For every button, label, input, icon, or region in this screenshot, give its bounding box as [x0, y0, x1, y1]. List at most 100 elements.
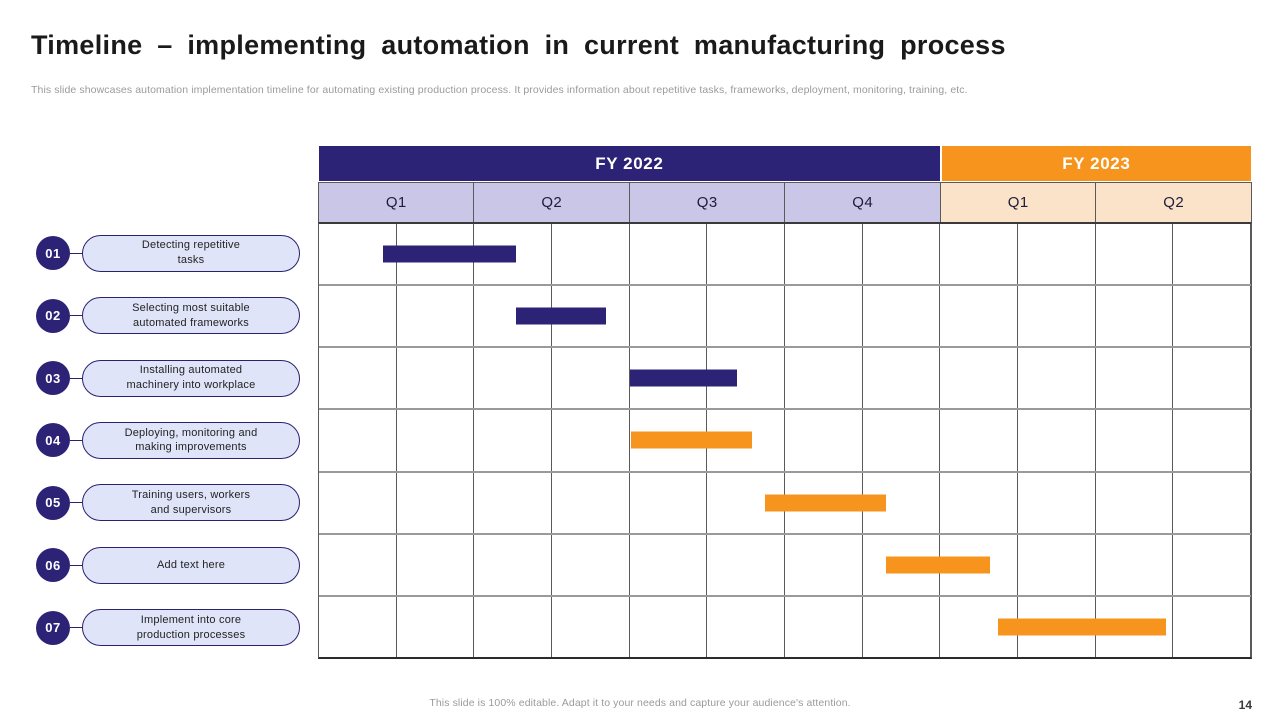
task-label-pill: Installing automated machinery into workp… — [82, 359, 300, 397]
gantt-cell — [863, 410, 941, 471]
gantt-bar-03 — [629, 369, 737, 387]
gantt-cell — [552, 472, 630, 533]
task-item-06: 06 Add text here — [36, 534, 308, 596]
fy-header-fy-2022: FY 2022 — [318, 145, 941, 182]
task-label-line: automated frameworks — [133, 316, 249, 329]
task-number-badge: 06 — [36, 548, 70, 583]
gantt-cell — [785, 286, 863, 347]
gantt-cell — [785, 410, 863, 471]
gantt-cell — [863, 348, 941, 409]
gantt-cell — [707, 410, 786, 471]
gantt-bar-04 — [631, 431, 753, 449]
quarter-header-2022-q4: Q4 — [785, 182, 941, 222]
task-label-line: Selecting most suitable — [132, 301, 250, 314]
gantt-cell — [785, 596, 863, 657]
gantt-cell — [474, 596, 553, 657]
gantt-cell — [319, 472, 397, 533]
gantt-cell — [552, 224, 630, 285]
task-label-line: production processes — [136, 628, 246, 641]
task-number-badge: 03 — [36, 361, 70, 396]
gantt-cell — [1096, 410, 1174, 471]
gantt-cell — [785, 224, 863, 285]
task-number-badge: 07 — [36, 610, 70, 645]
task-connector-line — [70, 439, 82, 441]
task-label-line: Deploying, monitoring and — [124, 426, 258, 439]
gantt-cell — [552, 410, 630, 471]
gantt-cell — [474, 472, 553, 533]
task-item-02: 02 Selecting most suitable automated frame… — [36, 284, 308, 346]
task-number-badge: 02 — [36, 298, 70, 333]
task-connector-line — [70, 627, 82, 629]
task-number-badge: 05 — [36, 485, 70, 520]
gantt-row-06 — [319, 534, 1252, 597]
gantt-cell — [630, 534, 708, 595]
task-item-03: 03 Installing automated machinery into wor… — [36, 347, 308, 409]
gantt-cell — [552, 596, 630, 657]
gantt-cell — [630, 596, 708, 657]
gantt-cell — [940, 410, 1019, 471]
gantt-cell — [630, 224, 708, 285]
gantt-cell — [552, 286, 630, 347]
quarter-header-row: Q1 Q2 Q3 Q4 Q1 Q2 — [318, 182, 1252, 222]
quarter-header-2023-q1: Q1 — [940, 182, 1097, 222]
task-list: 01 Detecting repetitive tasks 02 Selecting m… — [36, 222, 308, 659]
gantt-cell — [1096, 534, 1174, 595]
gantt-cell — [707, 224, 786, 285]
task-label-line: Add text here — [156, 558, 226, 571]
footer-note: This slide is 100% editable. Adapt it to… — [429, 697, 851, 709]
gantt-row-01 — [319, 224, 1252, 287]
gantt-bar-05 — [764, 494, 886, 512]
task-label-line: tasks — [177, 254, 205, 267]
task-connector-line — [70, 564, 82, 566]
gantt-bar-07 — [997, 618, 1166, 636]
gantt-cell — [1018, 224, 1096, 285]
task-label-pill: Implement into core production processes — [82, 609, 300, 647]
gantt-cell — [397, 534, 475, 595]
gantt-cell — [1018, 410, 1096, 471]
task-connector-line — [70, 377, 82, 379]
gantt-cell — [397, 348, 475, 409]
gantt-chart: FY 2022 FY 2023 Q1 Q2 Q3 Q4 Q1 Q2 — [318, 145, 1252, 659]
gantt-cell — [319, 534, 397, 595]
gantt-cell — [319, 286, 397, 347]
task-label-line: Training users, workers — [131, 489, 251, 502]
gantt-bar-02 — [516, 307, 607, 325]
slide-title: Timeline – implementing automation in cu… — [31, 30, 1006, 60]
gantt-cell — [940, 534, 1019, 595]
gantt-cell — [319, 348, 397, 409]
gantt-bar-06 — [885, 556, 991, 574]
gantt-cell — [707, 286, 786, 347]
gantt-cell — [397, 410, 475, 471]
quarter-header-2022-q3: Q3 — [629, 182, 786, 222]
gantt-cell — [863, 596, 941, 657]
gantt-cell — [1173, 348, 1252, 409]
gantt-cell — [319, 410, 397, 471]
gantt-cell — [397, 596, 475, 657]
fy-header-fy-2023: FY 2023 — [940, 145, 1252, 182]
gantt-row-07 — [319, 596, 1252, 657]
task-connector-line — [70, 315, 82, 317]
quarter-header-2022-q1: Q1 — [319, 182, 475, 222]
task-label-line: Detecting repetitive — [141, 239, 241, 252]
gantt-cell — [552, 348, 630, 409]
quarter-header-2023-q2: Q2 — [1096, 182, 1252, 222]
task-number-badge: 04 — [36, 423, 70, 458]
gantt-cell — [1173, 286, 1252, 347]
gantt-cell — [1018, 286, 1096, 347]
gantt-row-05 — [319, 472, 1252, 535]
gantt-cell — [1173, 472, 1252, 533]
task-label-line: making improvements — [135, 441, 247, 454]
task-item-04: 04 Deploying, monitoring and making improv… — [36, 409, 308, 471]
task-item-01: 01 Detecting repetitive tasks — [36, 222, 308, 284]
gantt-bar-01 — [382, 245, 517, 263]
gantt-cell — [940, 224, 1019, 285]
task-label-pill: Detecting repetitive tasks — [82, 234, 300, 272]
gantt-cell — [940, 348, 1019, 409]
fy-header-row: FY 2022 FY 2023 — [318, 145, 1252, 182]
gantt-cell — [1173, 596, 1252, 657]
gantt-cell — [630, 286, 708, 347]
gantt-row-04 — [319, 410, 1252, 473]
gantt-cell — [940, 286, 1019, 347]
gantt-cell — [630, 472, 708, 533]
task-label-pill: Add text here — [82, 546, 300, 584]
